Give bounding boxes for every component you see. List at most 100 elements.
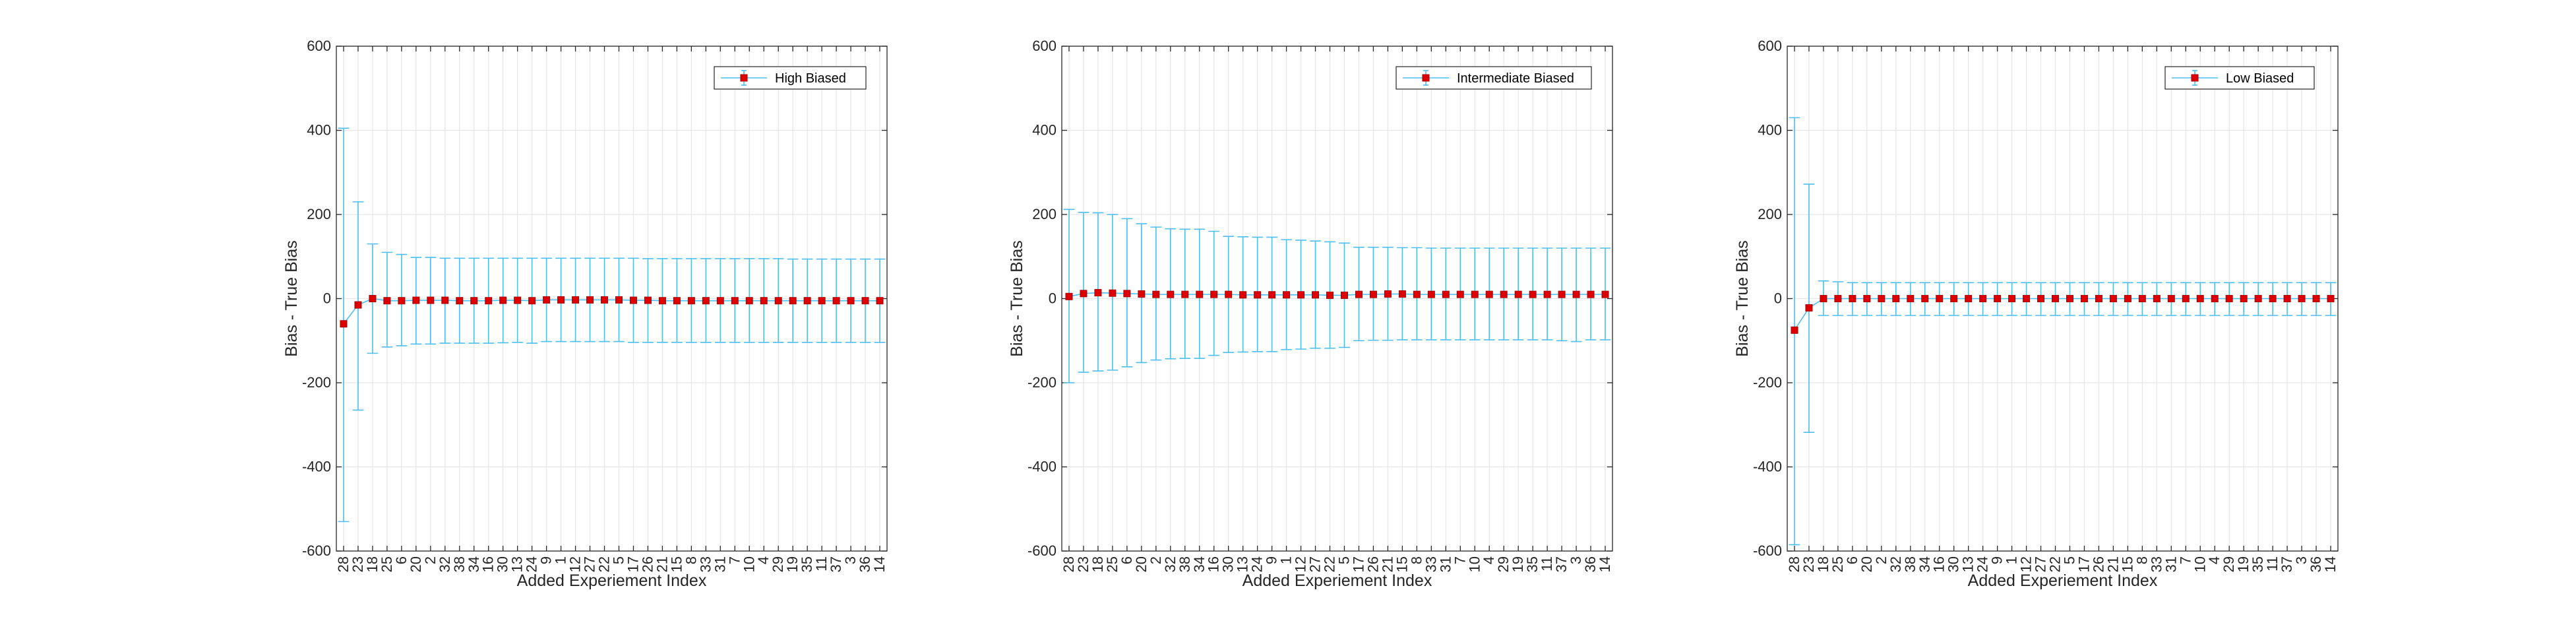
data-point <box>1427 290 1435 298</box>
y-tick-label: 0 <box>323 290 331 307</box>
data-point <box>1601 290 1609 298</box>
x-tick-label: 13 <box>1235 556 1251 572</box>
data-point <box>1297 291 1305 299</box>
data-point <box>1572 290 1580 298</box>
x-tick-label: 32 <box>1162 556 1179 572</box>
x-tick-label: 5 <box>610 556 627 564</box>
x-tick-label: 12 <box>567 556 584 572</box>
y-tick-label: 400 <box>1758 122 1782 139</box>
x-tick-label: 1 <box>553 556 569 564</box>
x-tick-label: 29 <box>2221 556 2237 572</box>
x-tick-label: 2 <box>422 556 439 564</box>
x-tick-label: 37 <box>2279 556 2295 572</box>
data-point <box>354 301 362 309</box>
x-tick-label: 23 <box>1800 556 1817 572</box>
y-tick-label: -600 <box>302 542 331 559</box>
x-tick-label: 8 <box>683 556 699 564</box>
x-tick-label: 31 <box>1437 556 1454 572</box>
x-tick-label: 3 <box>2293 556 2310 564</box>
x-tick-label: 22 <box>596 556 613 572</box>
x-tick-label: 4 <box>2206 556 2223 564</box>
legend-marker <box>2191 74 2199 82</box>
legend-marker <box>740 74 748 82</box>
data-point <box>760 297 768 305</box>
data-point <box>1210 290 1218 298</box>
data-point <box>427 296 435 304</box>
x-tick-label: 9 <box>1264 556 1280 564</box>
x-tick-label: 33 <box>697 556 714 572</box>
x-tick-label: 34 <box>1917 556 1933 572</box>
data-point <box>1863 295 1871 302</box>
data-point <box>2269 295 2277 302</box>
data-point <box>1384 290 1392 298</box>
y-tick-label: 400 <box>307 122 331 139</box>
data-point <box>644 296 652 304</box>
x-tick-label: 26 <box>2090 556 2106 572</box>
x-tick-label: 25 <box>379 556 395 572</box>
x-tick-label: 17 <box>625 556 641 572</box>
x-tick-label: 6 <box>1119 556 1135 564</box>
data-point <box>1892 295 1900 302</box>
data-point <box>1791 326 1798 334</box>
y-tick-label: -400 <box>1753 459 1782 475</box>
data-point <box>514 296 522 304</box>
x-tick-label: 13 <box>509 556 526 572</box>
y-tick-label: -200 <box>1027 374 1057 391</box>
x-tick-label: 35 <box>1524 556 1541 572</box>
x-tick-label: 33 <box>1423 556 1439 572</box>
data-point <box>2283 295 2291 302</box>
x-tick-label: 11 <box>1539 556 1555 571</box>
x-tick-label: 23 <box>1075 556 1091 572</box>
data-point <box>629 296 637 304</box>
x-tick-label: 36 <box>2308 556 2324 572</box>
data-point <box>1268 291 1276 299</box>
x-tick-label: 35 <box>2250 556 2266 572</box>
data-point <box>1326 291 1334 299</box>
data-point <box>1254 291 1262 299</box>
data-point <box>1543 290 1551 298</box>
x-tick-label: 33 <box>2148 556 2164 572</box>
data-point <box>818 297 826 305</box>
x-tick-label: 27 <box>582 556 598 572</box>
x-tick-label: 20 <box>408 556 424 572</box>
y-tick-label: 200 <box>307 206 331 222</box>
x-tick-label: 26 <box>1365 556 1381 572</box>
x-tick-label: 28 <box>1060 556 1077 572</box>
data-point <box>687 297 695 305</box>
legend-label: High Biased <box>775 71 846 86</box>
data-point <box>2138 295 2146 302</box>
x-tick-label: 21 <box>1379 556 1395 572</box>
data-point <box>2327 295 2335 302</box>
x-tick-label: 11 <box>813 556 830 571</box>
x-tick-label: 29 <box>770 556 786 572</box>
data-point <box>861 297 869 305</box>
data-point <box>803 297 811 305</box>
x-tick-label: 20 <box>1133 556 1150 572</box>
x-tick-label: 36 <box>857 556 873 572</box>
x-tick-label: 24 <box>1975 556 1991 572</box>
y-tick-label: -400 <box>1027 459 1057 475</box>
data-point <box>1849 295 1856 302</box>
markers <box>1065 289 1609 300</box>
data-point <box>2312 295 2320 302</box>
y-tick-label: 0 <box>1049 290 1057 307</box>
x-tick-label: 5 <box>1335 556 1352 564</box>
x-tick-label: 3 <box>842 556 859 564</box>
y-tick-label: 200 <box>1758 206 1782 222</box>
data-point <box>1167 290 1175 298</box>
y-tick-label: 400 <box>1032 122 1057 139</box>
data-point <box>1921 295 1929 302</box>
markers <box>1791 295 2335 334</box>
x-tick-label: 30 <box>1220 556 1237 572</box>
data-point <box>658 297 666 305</box>
data-point <box>1413 290 1421 298</box>
data-point <box>1239 291 1247 299</box>
x-tick-label: 4 <box>1481 556 1497 564</box>
data-point <box>2037 295 2045 302</box>
data-point <box>1340 291 1348 299</box>
x-tick-label: 37 <box>828 556 844 572</box>
x-tick-label: 5 <box>2061 556 2077 564</box>
y-tick-label: -200 <box>302 374 331 391</box>
data-point <box>832 297 840 305</box>
